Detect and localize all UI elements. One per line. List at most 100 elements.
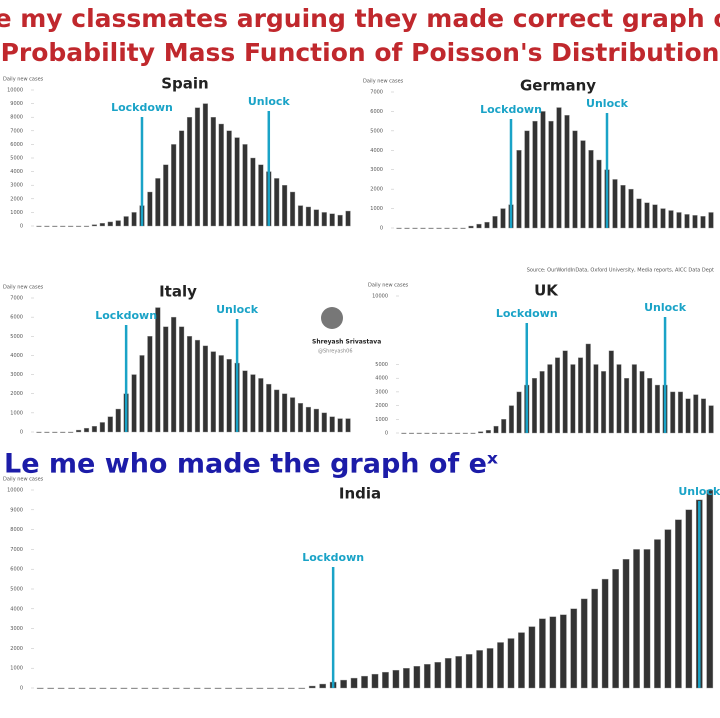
bar [147,336,153,433]
bar [210,351,216,433]
bar [172,687,180,689]
y-tick-label: 4000 [375,376,388,382]
watermark-name: Shreyash Srivastava [312,339,381,346]
bar [350,677,358,689]
bar [36,225,42,227]
bar [559,614,567,689]
watermark-handle: @Shreyash06 [318,349,353,355]
bar [171,144,177,227]
y-tick-label: 2000 [10,196,23,202]
bar [313,408,319,433]
y-tick-label: 5000 [10,156,23,162]
bar [470,432,476,434]
y-tick-label: 1000 [375,417,388,423]
bar [631,364,637,434]
bar [660,208,666,229]
bar [570,364,576,434]
annotation-label: Lockdown [302,551,364,564]
annotation-label: Unlock [678,485,720,498]
top-caption: Le my classmates arguing they made corre… [0,4,720,33]
y-axis-label: Daily new cases [363,79,404,85]
y-tick-label: 0 [385,431,388,437]
bar [485,430,491,434]
bar [371,673,379,689]
bar [36,431,42,433]
bar [204,687,211,689]
bar [677,391,683,434]
bar [297,205,304,227]
bar [60,225,66,227]
bar [593,364,599,434]
y-tick-label: 8000 [10,115,23,121]
annotation-label: Lockdown [111,101,173,114]
bar [633,549,640,689]
bar [305,406,311,433]
bar [596,159,602,229]
y-tick-label: 9000 [10,101,23,107]
bar [556,107,562,229]
bar [518,632,525,689]
bar [319,683,327,689]
y-tick-label: 6000 [10,142,23,148]
bar [99,687,107,689]
y-tick-label: 0 [380,226,383,232]
annotation-label: Lockdown [95,309,157,322]
bar [612,179,618,229]
bar [131,374,137,433]
y-tick-label: 10000 [7,488,23,494]
bar [580,598,588,689]
bar [186,336,193,433]
annotation-label: Unlock [216,303,259,316]
bar [693,394,699,434]
bar [44,431,50,433]
bar [706,489,714,689]
bar [439,432,445,434]
bar [107,221,113,227]
bar [540,111,546,229]
bar [647,378,653,434]
annotation-label: Lockdown [480,103,542,116]
bar [179,326,185,433]
top-caption: Probability Mass Function of Poisson's D… [1,38,720,67]
bar [500,208,506,229]
bar [452,227,458,229]
y-tick-label: 4000 [10,606,23,612]
annotation-label: Unlock [644,301,687,314]
bar [282,184,288,227]
bar [60,431,66,433]
bar [131,687,138,689]
bar [282,393,288,433]
bar [444,227,450,229]
bar [256,687,264,689]
bar [486,648,494,689]
bar [416,432,422,434]
bar [465,654,473,689]
bar [44,225,50,227]
bar [235,687,243,689]
bar [554,357,561,434]
bar [115,408,121,433]
bar [68,431,74,433]
bar [664,529,672,689]
bar [532,120,538,229]
bar [636,198,642,229]
bar [202,103,208,227]
bar [639,371,645,434]
bar [234,137,240,227]
bar [151,687,159,689]
bar [329,213,335,227]
bar [455,432,461,434]
bar [329,416,335,433]
bar [345,418,351,433]
bar [214,687,222,689]
bar [501,419,507,434]
bar [676,212,682,229]
bar [708,405,714,434]
bar [382,671,389,689]
bar [444,658,452,689]
bar [52,225,58,227]
bar [601,371,607,434]
bar [337,418,343,433]
bar [250,374,256,433]
y-tick-label: 7000 [10,128,23,134]
